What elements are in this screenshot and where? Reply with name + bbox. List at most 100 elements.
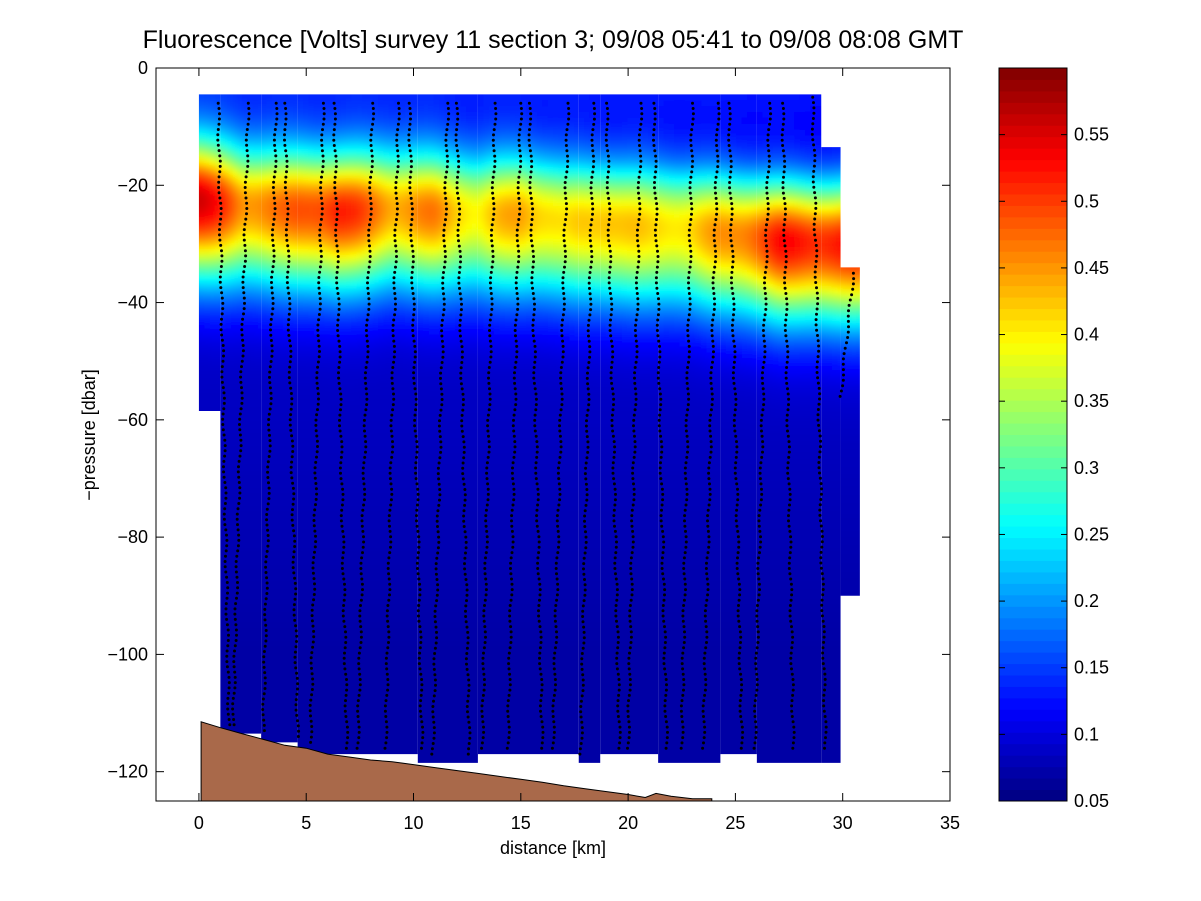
field-cell <box>282 258 289 266</box>
field-cell <box>293 305 298 312</box>
field-cell <box>356 158 363 166</box>
field-cell <box>297 581 304 588</box>
field-cell <box>277 153 284 160</box>
field-cell <box>209 182 216 189</box>
field-cell <box>293 199 298 207</box>
field-cell <box>345 153 352 160</box>
field-cell <box>277 340 284 348</box>
field-cell <box>287 375 294 383</box>
field-cell <box>308 405 315 412</box>
field-cell <box>319 305 326 312</box>
field-cell <box>241 522 248 529</box>
field-cell <box>329 387 336 395</box>
field-cell <box>220 639 227 647</box>
field-cell <box>261 135 268 142</box>
field-cell <box>313 715 320 723</box>
field-cell <box>252 628 259 635</box>
field-cell <box>324 510 331 518</box>
field-cell <box>293 592 298 600</box>
field-cell <box>335 158 342 166</box>
field-cell <box>313 674 320 682</box>
field-cell <box>271 633 278 641</box>
field-cell <box>231 182 238 189</box>
field-cell <box>271 434 278 441</box>
field-cell <box>266 205 273 213</box>
field-cell <box>335 657 342 664</box>
field-cell <box>335 217 342 224</box>
field-cell <box>313 100 320 107</box>
field-cell <box>313 240 320 248</box>
field-cell <box>329 358 336 365</box>
field-cell <box>225 569 232 576</box>
field-cell <box>335 733 342 741</box>
field-cell <box>261 258 268 266</box>
field-cell <box>236 581 243 588</box>
field-cell <box>225 387 232 395</box>
field-cell <box>282 428 289 436</box>
field-cell <box>319 416 326 424</box>
field-cell <box>266 663 273 670</box>
field-cell <box>293 94 298 101</box>
field-cell <box>277 270 284 277</box>
field-cell <box>367 563 374 570</box>
field-cell <box>356 229 363 236</box>
field-cell <box>247 276 254 283</box>
field-cell <box>236 475 243 483</box>
field-cell <box>335 633 342 641</box>
field-cell <box>340 223 347 230</box>
field-cell <box>266 569 273 576</box>
field-cell <box>293 352 298 359</box>
field-cell <box>319 311 326 318</box>
field-cell <box>367 370 374 377</box>
field-cell <box>287 487 294 494</box>
field-cell <box>252 264 259 271</box>
field-cell <box>252 393 259 400</box>
field-cell <box>252 528 259 535</box>
field-cell <box>351 270 358 277</box>
field-cell <box>220 563 227 570</box>
field-cell <box>225 592 232 600</box>
field-cell <box>225 94 232 101</box>
field-cell <box>261 416 268 424</box>
field-cell <box>345 628 352 635</box>
field-cell <box>209 270 216 277</box>
field-cell <box>257 698 262 705</box>
field-cell <box>198 117 205 125</box>
field-cell <box>277 616 284 623</box>
field-cell <box>241 569 248 576</box>
field-cell <box>282 528 289 535</box>
field-cell <box>252 352 259 359</box>
field-cell <box>287 170 294 178</box>
field-cell <box>308 328 315 336</box>
field-cell <box>329 522 336 529</box>
field-cell <box>345 721 352 729</box>
field-cell <box>335 616 342 623</box>
field-cell <box>225 645 232 653</box>
field-cell <box>277 317 284 324</box>
field-cell <box>319 340 326 348</box>
field-cell <box>220 686 227 694</box>
field-cell <box>303 610 309 617</box>
field-cell <box>319 328 326 336</box>
field-cell <box>303 680 309 688</box>
field-cell <box>236 686 243 694</box>
field-cell <box>241 399 248 406</box>
field-cell <box>293 375 298 383</box>
field-cell <box>308 370 315 377</box>
field-cell <box>340 463 347 471</box>
field-cell <box>252 158 259 166</box>
field-cell <box>266 158 273 166</box>
field-cell <box>356 375 363 383</box>
field-cell <box>236 276 243 283</box>
field-cell <box>367 581 374 588</box>
field-cell <box>282 592 289 600</box>
field-cell <box>247 100 254 107</box>
field-cell <box>293 686 298 694</box>
field-cell <box>209 223 216 230</box>
field-cell <box>367 182 374 189</box>
field-cell <box>367 504 374 512</box>
field-cell <box>282 522 289 529</box>
field-cell <box>215 293 221 301</box>
field-cell <box>308 651 315 658</box>
field-cell <box>303 381 309 389</box>
